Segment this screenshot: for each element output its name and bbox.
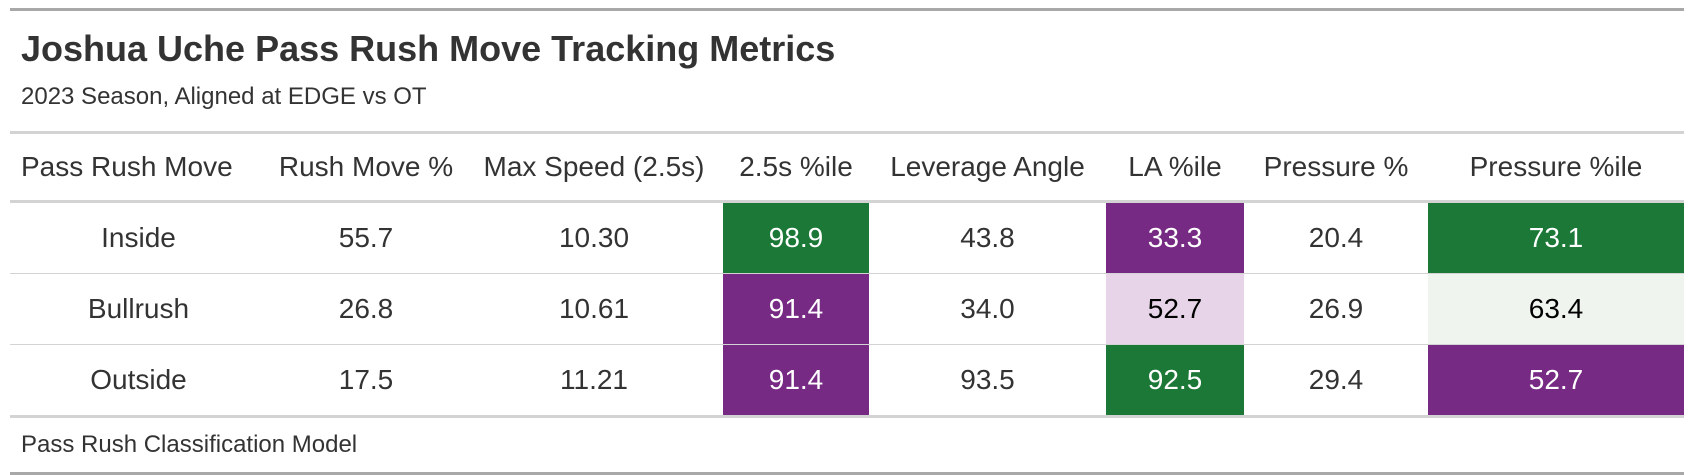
- table-cell: 52.7: [1428, 344, 1684, 417]
- table-cell: 33.3: [1106, 201, 1244, 274]
- table-row: Bullrush 26.8 10.61 91.4 34.0 52.7 26.9 63.4: [10, 273, 1684, 345]
- table-cell: 10.61: [558, 293, 630, 324]
- metrics-table: Pass Rush Move Rush Move % Max Speed (2.5s…: [10, 131, 1684, 418]
- table-row: Inside 55.7 10.30 98.9 43.8 33.3 20.4 73.1: [10, 201, 1684, 274]
- column-header: Rush Move %: [278, 151, 454, 182]
- table-cell: 26.9: [1308, 293, 1364, 324]
- table-cell: 10.30: [558, 222, 630, 253]
- column-header: Pressure %: [1263, 151, 1409, 182]
- column-header: 2.5s %ile: [739, 151, 853, 182]
- row-label: Outside: [90, 364, 187, 395]
- column-header: Pressure %ile: [1469, 151, 1643, 182]
- row-label: Bullrush: [87, 293, 190, 324]
- table-cell: 52.7: [1106, 273, 1244, 345]
- table-row: Outside 17.5 11.21 91.4 93.5 92.5 29.4 52.7: [10, 344, 1684, 417]
- column-header: Max Speed (2.5s): [483, 151, 705, 182]
- table-cell: 26.8: [338, 293, 394, 324]
- table-body: Inside 55.7 10.30 98.9 43.8 33.3 20.4 73.1 Bullr…: [10, 201, 1684, 417]
- table-cell: 34.0: [960, 293, 1015, 324]
- table-cell: 92.5: [1106, 344, 1244, 417]
- column-header: Leverage Angle: [890, 151, 1085, 182]
- table-cell: 43.8: [960, 222, 1015, 253]
- column-header: LA %ile: [1128, 151, 1222, 182]
- column-header: Pass Rush Move: [21, 151, 233, 182]
- table-cell: 73.1: [1428, 201, 1684, 274]
- table-cell: 29.4: [1308, 364, 1364, 395]
- table-cell: 93.5: [960, 364, 1015, 395]
- table-cell: 91.4: [723, 344, 869, 417]
- table-cell: 55.7: [338, 222, 394, 253]
- table-subtitle: 2023 Season, Aligned at EDGE vs OT: [21, 83, 427, 110]
- table-cell: 91.4: [723, 273, 869, 345]
- table-widget: Joshua Uche Pass Rush Move Tracking Metr…: [10, 8, 1684, 475]
- header-row: Pass Rush Move Rush Move % Max Speed (2.5s…: [10, 132, 1684, 202]
- table-cell: 98.9: [723, 201, 869, 274]
- table-cell: 11.21: [560, 364, 628, 395]
- top-rule: [10, 8, 1684, 11]
- table-cell: 63.4: [1428, 273, 1684, 345]
- source-note: Pass Rush Classification Model: [10, 418, 1684, 475]
- table-cell: 20.4: [1308, 222, 1364, 253]
- row-label: Inside: [101, 222, 176, 253]
- table-title: Joshua Uche Pass Rush Move Tracking Metr…: [21, 28, 836, 69]
- table-cell: 17.5: [338, 364, 394, 395]
